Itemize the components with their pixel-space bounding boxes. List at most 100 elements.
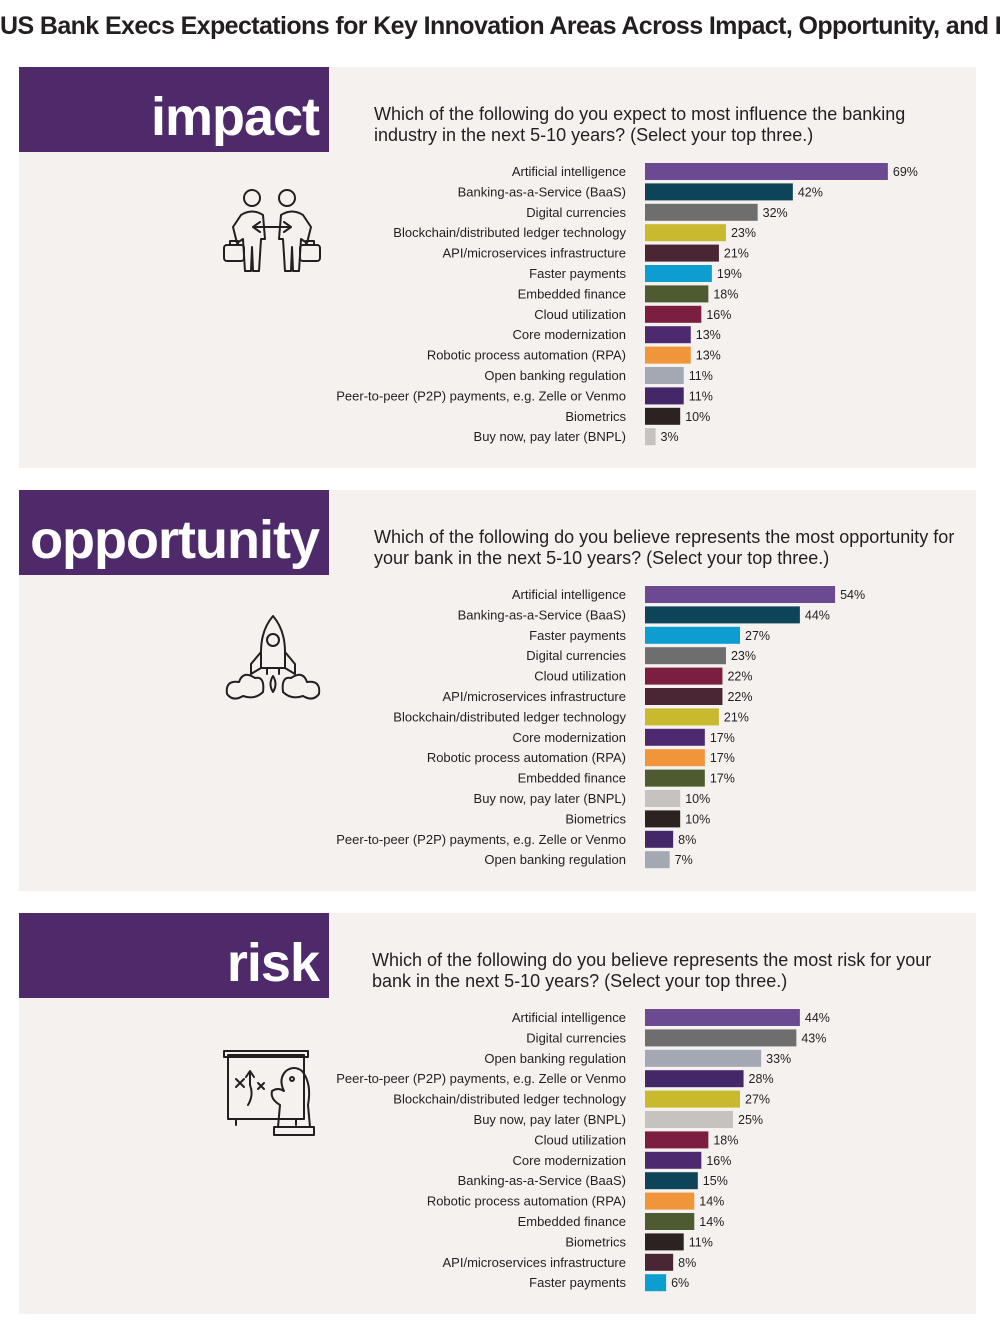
impact-value-label-cloud-utilization: 16% bbox=[706, 308, 731, 322]
opportunity-category-label-digital-currencies: Digital currencies bbox=[526, 648, 626, 663]
risk-panel: risk Which of the following do you belie… bbox=[19, 913, 976, 1314]
risk-bar-faster-payments bbox=[645, 1274, 667, 1292]
risk-bar-digital-currencies bbox=[645, 1029, 797, 1047]
impact-value-label-digital-currencies: 32% bbox=[763, 206, 788, 220]
opportunity-bar-open-banking-regulation bbox=[645, 851, 670, 869]
chess-strategy-board-icon bbox=[223, 1050, 315, 1136]
risk-bar-blockchain-distributed-ledger-technology bbox=[645, 1090, 741, 1108]
impact-bar-robotic-process-automation-rpa bbox=[645, 346, 691, 364]
opportunity-bar-chart: Artificial intelligence 54% Banking-as-a-S… bbox=[336, 586, 865, 869]
opportunity-bar-banking-as-a-service-baas bbox=[645, 606, 800, 624]
impact-bar-api-microservices-infrastructure bbox=[645, 244, 719, 262]
impact-category-label-core-modernization: Core modernization bbox=[513, 327, 626, 342]
opportunity-value-label-embedded-finance: 17% bbox=[710, 772, 735, 786]
risk-bar-embedded-finance bbox=[645, 1213, 695, 1230]
risk-value-label-embedded-finance: 14% bbox=[699, 1215, 724, 1229]
opportunity-bar-biometrics bbox=[645, 810, 681, 828]
risk-bar-robotic-process-automation-rpa bbox=[645, 1192, 695, 1210]
opportunity-category-label-peer-to-peer-p2p-payments-e-g-zelle-or-venmo: Peer-to-peer (P2P) payments, e.g. Zelle … bbox=[336, 832, 626, 847]
risk-category-label-biometrics: Biometrics bbox=[565, 1234, 626, 1249]
impact-question: Which of the following do you expect to … bbox=[374, 104, 906, 145]
opportunity-question: Which of the following do you believe re… bbox=[374, 527, 955, 568]
opportunity-category-label-banking-as-a-service-baas: Banking-as-a-Service (BaaS) bbox=[458, 607, 626, 622]
opportunity-bar-core-modernization bbox=[645, 728, 705, 746]
impact-bar-peer-to-peer-p2p-payments-e-g-zelle-or-venmo bbox=[645, 387, 684, 405]
impact-category-label-embedded-finance: Embedded finance bbox=[518, 286, 626, 301]
risk-bar-buy-now-pay-later-bnpl bbox=[645, 1111, 733, 1128]
opportunity-value-label-open-banking-regulation: 7% bbox=[675, 853, 693, 867]
impact-value-label-banking-as-a-service-baas: 42% bbox=[798, 185, 823, 199]
risk-category-label-core-modernization: Core modernization bbox=[513, 1153, 626, 1168]
opportunity-tag: opportunity bbox=[19, 490, 329, 575]
risk-value-label-digital-currencies: 43% bbox=[801, 1031, 826, 1045]
opportunity-bar-peer-to-peer-p2p-payments-e-g-zelle-or-venmo bbox=[645, 830, 674, 848]
impact-category-label-cloud-utilization: Cloud utilization bbox=[534, 307, 626, 322]
impact-bar-biometrics bbox=[645, 407, 681, 425]
impact-bar-banking-as-a-service-baas bbox=[645, 183, 793, 201]
impact-category-label-api-microservices-infrastructure: API/microservices infrastructure bbox=[443, 246, 627, 261]
risk-bar-chart: Artificial intelligence 44% Digital curren… bbox=[336, 1009, 830, 1292]
impact-value-label-artificial-intelligence: 69% bbox=[893, 165, 918, 179]
opportunity-value-label-api-microservices-infrastructure: 22% bbox=[727, 690, 752, 704]
impact-value-label-peer-to-peer-p2p-payments-e-g-zelle-or-venmo: 11% bbox=[689, 389, 713, 403]
business-people-exchange-icon bbox=[223, 189, 321, 272]
impact-category-label-banking-as-a-service-baas: Banking-as-a-Service (BaaS) bbox=[458, 184, 626, 199]
risk-value-label-buy-now-pay-later-bnpl: 25% bbox=[738, 1113, 763, 1127]
risk-question: Which of the following do you believe re… bbox=[372, 950, 932, 991]
opportunity-value-label-buy-now-pay-later-bnpl: 10% bbox=[685, 792, 710, 806]
impact-bar-core-modernization bbox=[645, 326, 691, 344]
impact-value-label-buy-now-pay-later-bnpl: 3% bbox=[661, 430, 679, 444]
opportunity-category-label-faster-payments: Faster payments bbox=[529, 628, 626, 643]
opportunity-value-label-robotic-process-automation-rpa: 17% bbox=[710, 751, 735, 765]
impact-bar-blockchain-distributed-ledger-technology bbox=[645, 224, 726, 242]
risk-category-label-buy-now-pay-later-bnpl: Buy now, pay later (BNPL) bbox=[474, 1112, 626, 1127]
risk-value-label-peer-to-peer-p2p-payments-e-g-zelle-or-venmo: 28% bbox=[749, 1072, 774, 1086]
risk-value-label-cloud-utilization: 18% bbox=[713, 1133, 738, 1147]
opportunity-bar-cloud-utilization bbox=[645, 667, 723, 685]
risk-category-label-blockchain-distributed-ledger-technology: Blockchain/distributed ledger technology bbox=[393, 1092, 626, 1107]
risk-category-label-cloud-utilization: Cloud utilization bbox=[534, 1132, 626, 1147]
opportunity-value-label-peer-to-peer-p2p-payments-e-g-zelle-or-venmo: 8% bbox=[678, 833, 696, 847]
risk-bar-banking-as-a-service-baas bbox=[645, 1172, 698, 1190]
risk-value-label-robotic-process-automation-rpa: 14% bbox=[699, 1195, 724, 1209]
opportunity-category-label-embedded-finance: Embedded finance bbox=[518, 771, 626, 786]
risk-bar-cloud-utilization bbox=[645, 1131, 709, 1149]
impact-category-label-buy-now-pay-later-bnpl: Buy now, pay later (BNPL) bbox=[474, 429, 626, 444]
risk-value-label-faster-payments: 6% bbox=[671, 1276, 689, 1290]
opportunity-value-label-banking-as-a-service-baas: 44% bbox=[805, 608, 830, 622]
opportunity-value-label-cloud-utilization: 22% bbox=[727, 670, 752, 684]
impact-tag: impact bbox=[19, 67, 329, 152]
risk-value-label-banking-as-a-service-baas: 15% bbox=[703, 1174, 728, 1188]
risk-bar-biometrics bbox=[645, 1233, 684, 1251]
risk-value-label-artificial-intelligence: 44% bbox=[805, 1011, 830, 1025]
impact-value-label-robotic-process-automation-rpa: 13% bbox=[696, 349, 721, 363]
risk-tag: risk bbox=[19, 913, 329, 998]
risk-bar-api-microservices-infrastructure bbox=[645, 1253, 674, 1271]
impact-category-label-faster-payments: Faster payments bbox=[529, 266, 626, 281]
impact-bar-artificial-intelligence bbox=[645, 163, 888, 180]
page-title: US Bank Execs Expectations for Key Innov… bbox=[0, 12, 1000, 40]
risk-category-label-robotic-process-automation-rpa: Robotic process automation (RPA) bbox=[427, 1194, 626, 1209]
risk-category-label-banking-as-a-service-baas: Banking-as-a-Service (BaaS) bbox=[458, 1173, 626, 1188]
opportunity-bar-robotic-process-automation-rpa bbox=[645, 749, 705, 767]
risk-value-label-core-modernization: 16% bbox=[706, 1154, 731, 1168]
risk-bar-open-banking-regulation bbox=[645, 1049, 762, 1067]
opportunity-bar-blockchain-distributed-ledger-technology bbox=[645, 708, 719, 726]
risk-category-label-digital-currencies: Digital currencies bbox=[526, 1030, 626, 1045]
opportunity-value-label-faster-payments: 27% bbox=[745, 629, 770, 643]
impact-bar-cloud-utilization bbox=[645, 305, 702, 323]
impact-bar-digital-currencies bbox=[645, 203, 758, 221]
opportunity-category-label-core-modernization: Core modernization bbox=[513, 730, 626, 745]
impact-bar-embedded-finance bbox=[645, 285, 709, 303]
opportunity-value-label-blockchain-distributed-ledger-technology: 21% bbox=[724, 710, 749, 724]
opportunity-value-label-digital-currencies: 23% bbox=[731, 649, 756, 663]
opportunity-bar-artificial-intelligence bbox=[645, 586, 836, 603]
impact-value-label-api-microservices-infrastructure: 21% bbox=[724, 247, 749, 261]
impact-value-label-biometrics: 10% bbox=[685, 410, 710, 424]
opportunity-bar-faster-payments bbox=[645, 626, 741, 644]
impact-panel: impact Which of the following do you exp… bbox=[19, 67, 976, 468]
impact-value-label-blockchain-distributed-ledger-technology: 23% bbox=[731, 226, 756, 240]
risk-value-label-biometrics: 11% bbox=[689, 1235, 713, 1249]
risk-bar-core-modernization bbox=[645, 1151, 702, 1169]
impact-bar-chart: Artificial intelligence 69% Banking-as-a-S… bbox=[336, 163, 918, 446]
